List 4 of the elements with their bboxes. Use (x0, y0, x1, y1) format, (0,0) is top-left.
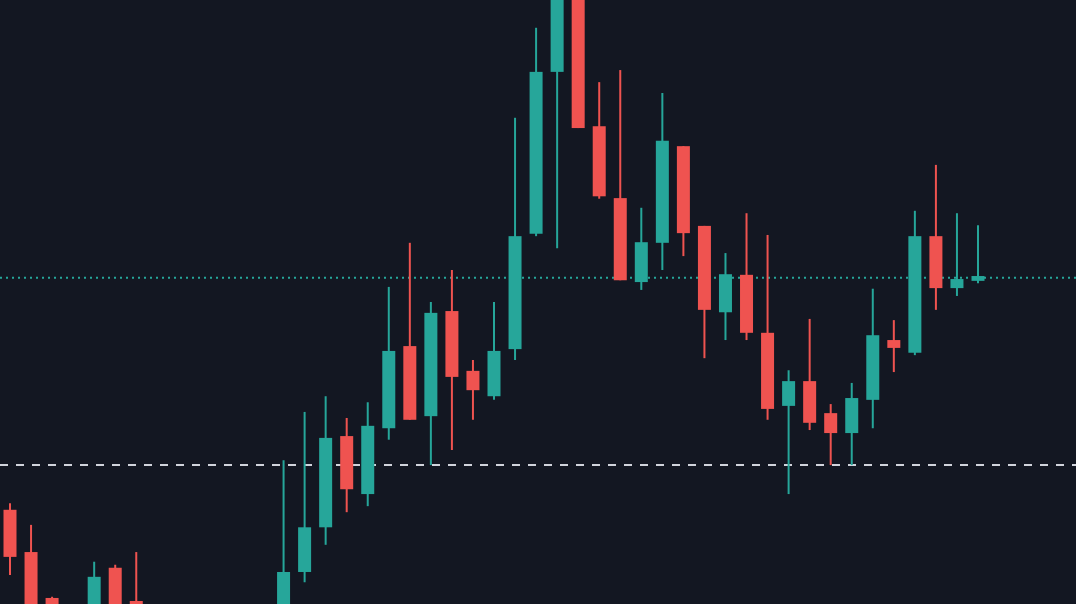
candlestick (887, 319, 901, 374)
candlestick (466, 358, 480, 421)
candlestick (129, 551, 143, 604)
candlestick (824, 403, 838, 467)
